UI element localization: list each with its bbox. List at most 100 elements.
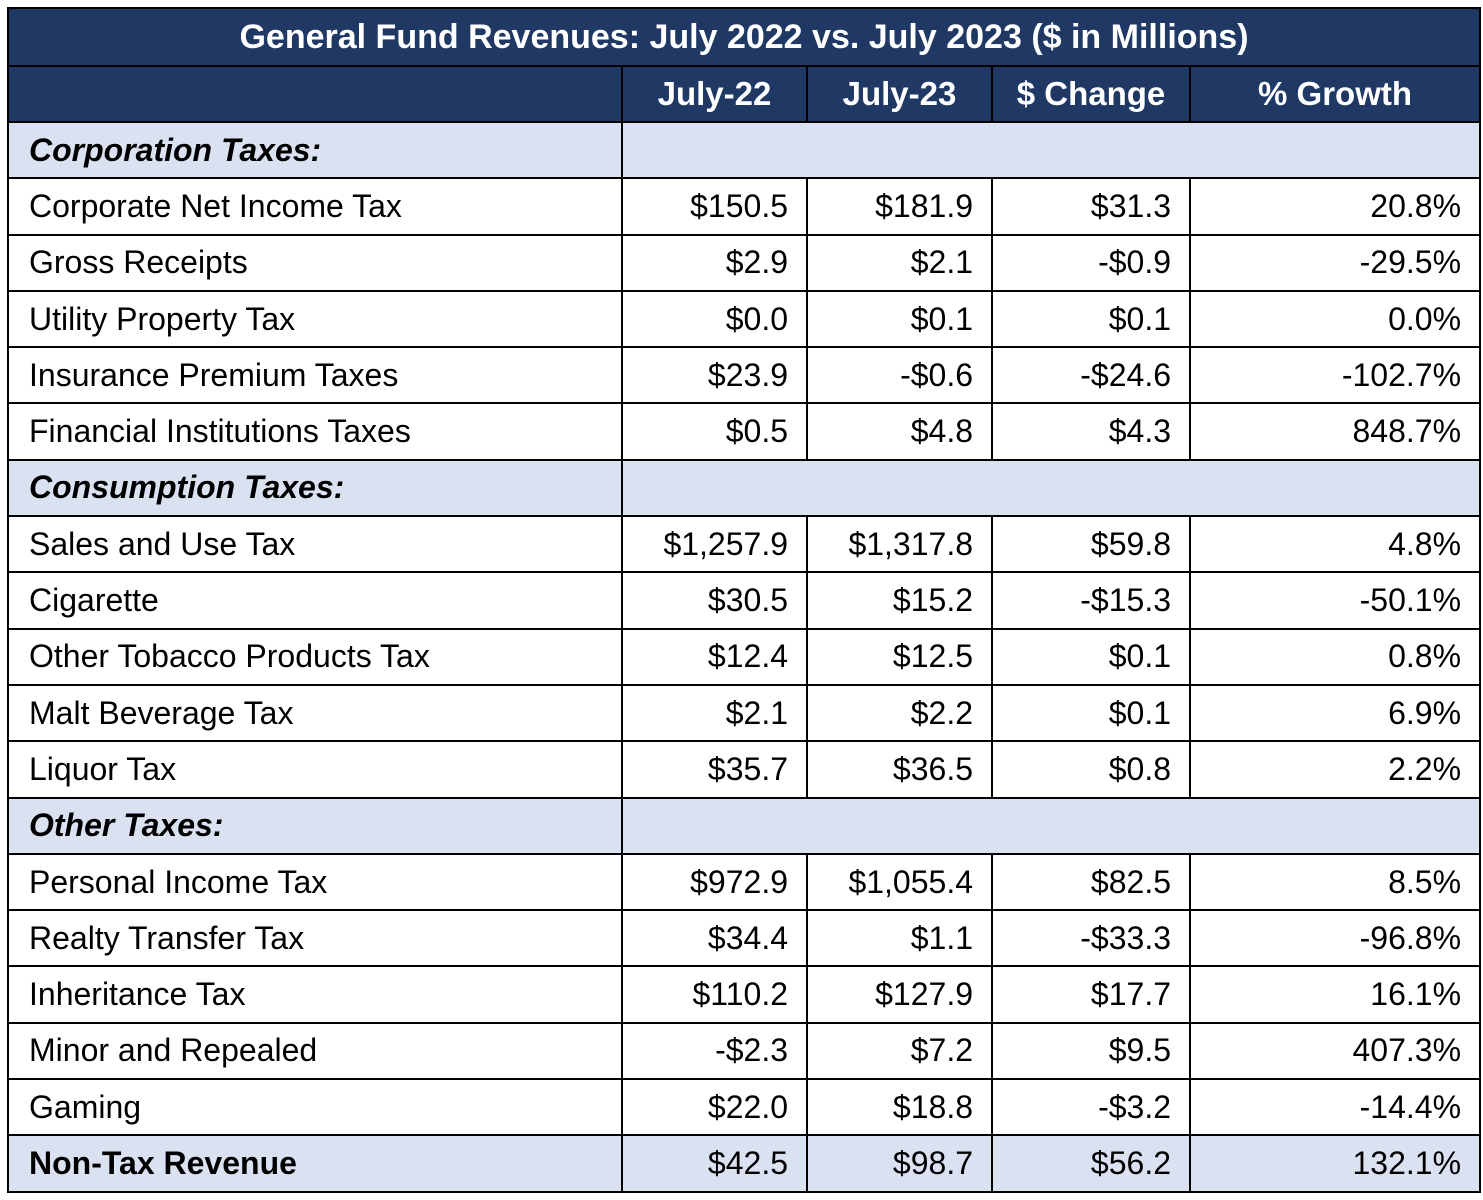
table-row: Gross Receipts $2.9 $2.1 -$0.9 -29.5% — [7, 233, 1482, 292]
row-label: Utility Property Tax — [7, 289, 623, 349]
table-row: Cigarette $30.5 $15.2 -$15.3 -50.1% — [7, 571, 1482, 630]
value-july-22: $972.9 — [621, 852, 808, 912]
section-fill — [620, 120, 1482, 180]
value-dollar-change: $0.1 — [991, 683, 1191, 743]
value-july-22: $23.9 — [621, 346, 808, 405]
value-dollar-change: $0.8 — [991, 740, 1191, 799]
row-label: Minor and Repealed — [7, 1021, 623, 1081]
value-percent-growth: -50.1% — [1188, 571, 1482, 630]
value-percent-growth: 8.5% — [1188, 852, 1482, 912]
column-header-label — [7, 65, 623, 123]
table-row: Other Tobacco Products Tax $12.4 $12.5 $0.1… — [7, 627, 1482, 686]
value-dollar-change: $4.3 — [991, 402, 1191, 461]
value-dollar-change: $17.7 — [991, 965, 1191, 1024]
column-header-july-22: July-22 — [621, 65, 808, 123]
row-label: Inheritance Tax — [7, 965, 623, 1024]
table-title: General Fund Revenues: July 2022 vs. Jul… — [6, 7, 1482, 67]
value-july-23: $1,055.4 — [806, 852, 993, 912]
value-percent-growth: 6.9% — [1188, 683, 1482, 743]
row-label: Gross Receipts — [7, 233, 623, 292]
value-july-22: $0.0 — [621, 289, 808, 349]
value-july-22: $35.7 — [621, 740, 808, 799]
value-dollar-change: $0.1 — [991, 289, 1191, 349]
row-label: Sales and Use Tax — [7, 515, 623, 574]
row-label: Liquor Tax — [7, 740, 623, 799]
value-dollar-change: $59.8 — [991, 515, 1191, 574]
value-percent-growth: 16.1% — [1188, 965, 1482, 1024]
table-row: Minor and Repealed -$2.3 $7.2 $9.5 407.3% — [7, 1021, 1482, 1081]
value-percent-growth: 132.1% — [1188, 1134, 1482, 1193]
value-percent-growth: 4.8% — [1188, 515, 1482, 574]
row-label: Corporate Net Income Tax — [7, 177, 623, 236]
column-header-dollar-change: $ Change — [991, 65, 1191, 123]
row-label: Cigarette — [7, 571, 623, 630]
section-label: Consumption Taxes: — [7, 458, 623, 518]
value-july-22: $12.4 — [621, 627, 808, 686]
section-label: Other Taxes: — [7, 796, 623, 855]
value-dollar-change: -$15.3 — [991, 571, 1191, 630]
column-header-july-23: July-23 — [806, 65, 993, 123]
table-row: Financial Institutions Taxes $0.5 $4.8 $4.3… — [7, 402, 1482, 461]
value-dollar-change: -$3.2 — [991, 1078, 1191, 1137]
value-percent-growth: 2.2% — [1188, 740, 1482, 799]
section-fill — [620, 458, 1482, 518]
row-label: Personal Income Tax — [7, 852, 623, 912]
row-label: Malt Beverage Tax — [7, 683, 623, 743]
table-row: Gaming $22.0 $18.8 -$3.2 -14.4% — [7, 1078, 1482, 1137]
value-dollar-change: $56.2 — [991, 1134, 1191, 1193]
value-july-22: $34.4 — [621, 909, 808, 968]
value-percent-growth: -96.8% — [1188, 909, 1482, 968]
row-label: Financial Institutions Taxes — [7, 402, 623, 461]
value-dollar-change: $9.5 — [991, 1021, 1191, 1081]
table-row: Sales and Use Tax $1,257.9 $1,317.8 $59.8 4.… — [7, 515, 1482, 574]
value-percent-growth: -102.7% — [1188, 346, 1482, 405]
value-july-23: $98.7 — [806, 1134, 993, 1193]
table-row: Insurance Premium Taxes $23.9 -$0.6 -$24.6-… — [7, 346, 1482, 405]
value-july-23: $127.9 — [806, 965, 993, 1024]
value-july-22: $150.5 — [621, 177, 808, 236]
value-july-22: $0.5 — [621, 402, 808, 461]
value-july-23: $12.5 — [806, 627, 993, 686]
value-july-23: $4.8 — [806, 402, 993, 461]
section-header-row: Consumption Taxes: — [7, 458, 1482, 518]
table-row: Malt Beverage Tax $2.1 $2.2 $0.1 6.9% — [7, 683, 1482, 743]
row-label: Non-Tax Revenue — [7, 1134, 623, 1193]
section-header-row: Other Taxes: — [7, 796, 1482, 855]
value-july-22: $30.5 — [621, 571, 808, 630]
section-fill — [620, 796, 1482, 855]
section-label: Corporation Taxes: — [7, 120, 623, 180]
value-july-23: $1,317.8 — [806, 515, 993, 574]
row-label: Other Tobacco Products Tax — [7, 627, 623, 686]
row-label: Realty Transfer Tax — [7, 909, 623, 968]
value-july-22: $2.1 — [621, 683, 808, 743]
revenue-table: General Fund Revenues: July 2022 vs. Jul… — [6, 7, 1482, 1193]
table-row: Liquor Tax $35.7 $36.5 $0.8 2.2% — [7, 740, 1482, 799]
row-label: Gaming — [7, 1078, 623, 1137]
total-row: Non-Tax Revenue $42.5 $98.7 $56.2 132.1% — [7, 1134, 1482, 1193]
value-percent-growth: 848.7% — [1188, 402, 1482, 461]
value-dollar-change: $31.3 — [991, 177, 1191, 236]
value-dollar-change: -$33.3 — [991, 909, 1191, 968]
value-july-23: $36.5 — [806, 740, 993, 799]
value-percent-growth: -14.4% — [1188, 1078, 1482, 1137]
row-label: Insurance Premium Taxes — [7, 346, 623, 405]
table-body: Corporation Taxes: Corporate Net Income T… — [7, 120, 1482, 1193]
value-july-22: -$2.3 — [621, 1021, 808, 1081]
value-percent-growth: -29.5% — [1188, 233, 1482, 292]
table-row: Inheritance Tax $110.2 $127.9 $17.7 16.1% — [7, 965, 1482, 1024]
table-row: Realty Transfer Tax $34.4 $1.1 -$33.3 -96.8% — [7, 909, 1482, 968]
value-july-23: $15.2 — [806, 571, 993, 630]
column-header-row: July-22 July-23 $ Change % Growth — [7, 65, 1482, 123]
value-dollar-change: -$0.9 — [991, 233, 1191, 292]
value-july-22: $1,257.9 — [621, 515, 808, 574]
table-row: Corporate Net Income Tax $150.5 $181.9 $31.… — [7, 177, 1482, 236]
value-july-23: $2.1 — [806, 233, 993, 292]
value-dollar-change: $0.1 — [991, 627, 1191, 686]
column-header-percent-growth: % Growth — [1188, 65, 1482, 123]
value-dollar-change: -$24.6 — [991, 346, 1191, 405]
table-row: Personal Income Tax $972.9 $1,055.4 $82.5 8.… — [7, 852, 1482, 912]
value-percent-growth: 20.8% — [1188, 177, 1482, 236]
value-july-23: -$0.6 — [806, 346, 993, 405]
value-july-22: $110.2 — [621, 965, 808, 1024]
title-row: General Fund Revenues: July 2022 vs. Jul… — [6, 7, 1482, 67]
